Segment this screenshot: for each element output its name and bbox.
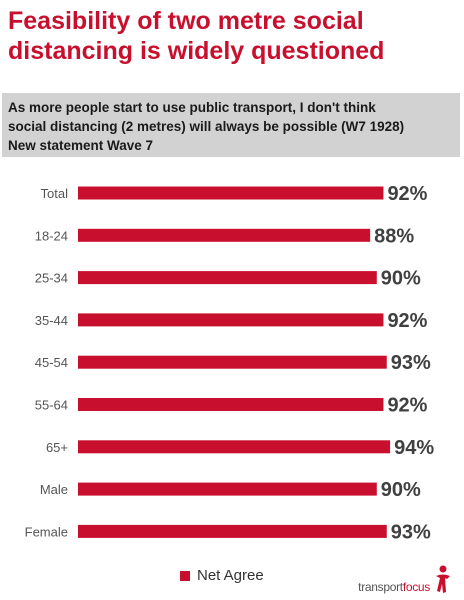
- bar: [78, 271, 377, 285]
- value-label: 92%: [387, 183, 427, 205]
- bar: [78, 482, 377, 496]
- category-label: 25-34: [35, 271, 68, 286]
- legend-label: Net Agree: [197, 567, 264, 584]
- chart-title: Feasibility of two metre social distanci…: [8, 7, 385, 65]
- statement-line-1: As more people start to use public trans…: [8, 100, 376, 115]
- statement-line-2: social distancing (2 metres) will always…: [8, 119, 405, 134]
- bar-chart: Total 92% 18-24 88% 25-34 90% 35-44 92% 45-54 93%…: [25, 183, 435, 543]
- value-label: 92%: [387, 310, 427, 332]
- category-label: Total: [41, 186, 69, 201]
- category-label: 35-44: [35, 313, 68, 328]
- bar: [78, 440, 391, 454]
- logo-text: transportfocus: [358, 580, 430, 594]
- statement-box: As more people start to use public trans…: [2, 93, 460, 157]
- bar: [78, 398, 384, 411]
- value-label: 90%: [381, 479, 421, 501]
- transportfocus-logo: transportfocus: [358, 564, 454, 594]
- legend: Net Agree: [180, 567, 264, 584]
- category-label: 18-24: [35, 228, 68, 243]
- value-label: 92%: [387, 395, 427, 417]
- category-label: Male: [40, 482, 68, 497]
- bar: [78, 186, 384, 200]
- category-label: Female: [25, 524, 68, 539]
- value-label: 93%: [391, 352, 431, 374]
- category-label: 45-54: [35, 355, 68, 370]
- person-icon: [436, 565, 450, 593]
- value-label: 90%: [381, 268, 421, 290]
- statement-line-3: New statement Wave 7: [8, 138, 154, 153]
- value-label: 93%: [391, 521, 431, 543]
- bar: [78, 313, 384, 327]
- bar: [78, 355, 387, 369]
- value-label: 88%: [374, 225, 414, 247]
- category-label: 65+: [46, 440, 68, 455]
- bar: [78, 228, 371, 242]
- value-label: 94%: [394, 437, 434, 459]
- legend-swatch: [180, 570, 190, 581]
- bar: [78, 524, 387, 538]
- category-label: 55-64: [35, 398, 68, 413]
